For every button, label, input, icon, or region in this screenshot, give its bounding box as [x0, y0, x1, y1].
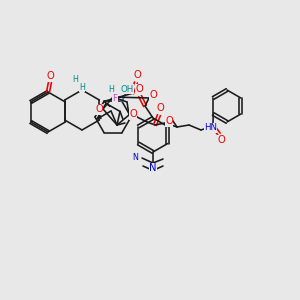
Text: N: N — [132, 154, 138, 163]
Text: N: N — [149, 163, 157, 173]
Text: O: O — [129, 109, 137, 119]
Text: O: O — [156, 103, 164, 113]
Text: O: O — [133, 70, 141, 80]
Text: OH: OH — [120, 85, 134, 94]
Text: O: O — [149, 90, 157, 100]
Text: O: O — [46, 71, 54, 81]
Text: N: N — [149, 163, 157, 173]
Text: H: H — [108, 85, 114, 94]
Text: F: F — [112, 94, 118, 103]
Text: O: O — [217, 135, 225, 145]
Text: O: O — [95, 104, 103, 114]
Text: H: H — [79, 82, 85, 91]
Text: H: H — [72, 76, 78, 85]
Text: HN: HN — [204, 124, 217, 133]
Text: O: O — [135, 84, 143, 94]
Text: O: O — [165, 116, 173, 126]
